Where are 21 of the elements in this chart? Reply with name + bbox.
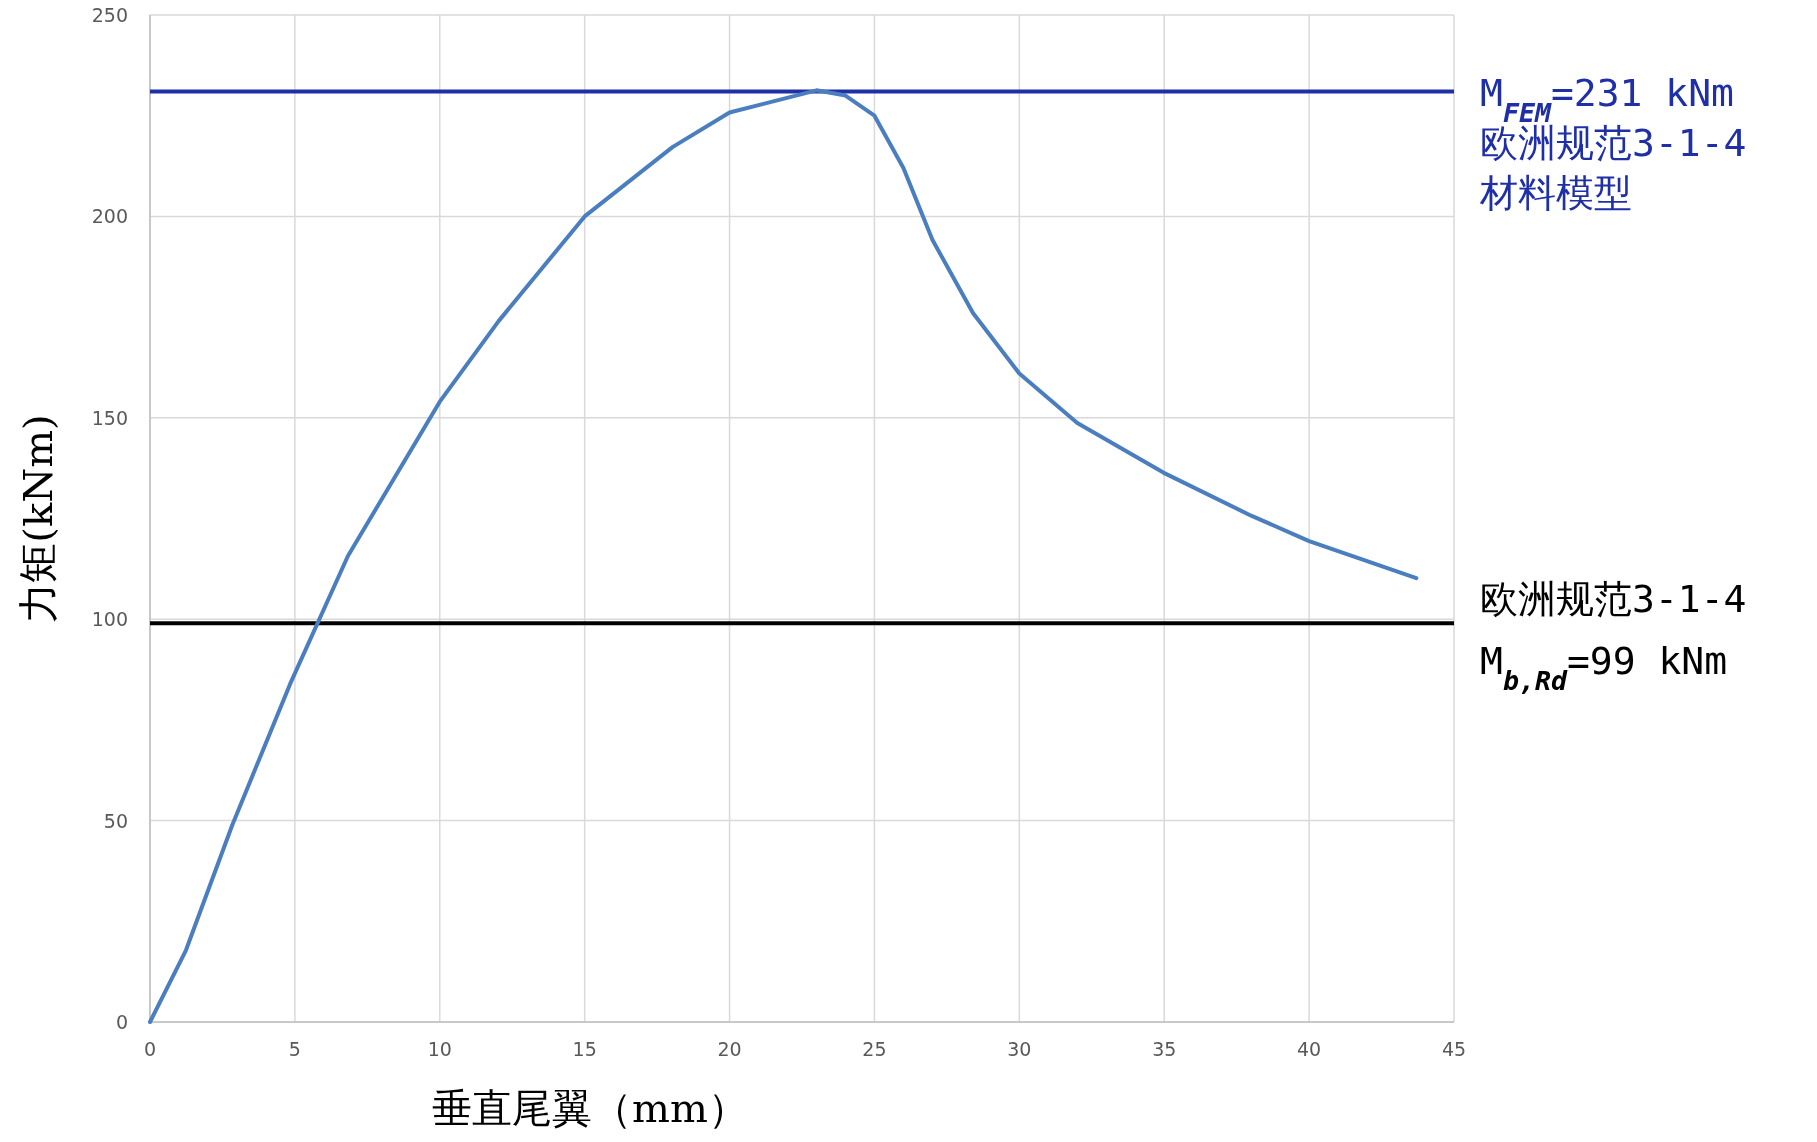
x-tick-label: 15	[572, 1038, 597, 1060]
ref-line-label: M$_{FEM}$=231 kNm 欧洲规范3-1-4 材料模型	[1479, 70, 1747, 215]
ref-line-label: 欧洲规范3-1-4 M$_{b,Rd}$=99 kNm	[1480, 577, 1747, 696]
x-tick-label: 10	[427, 1038, 452, 1060]
y-axis-title: 力矩(kNm)	[15, 414, 61, 623]
x-tick-label: 5	[288, 1038, 301, 1060]
x-tick-label: 30	[1007, 1038, 1032, 1060]
x-tick-label: 25	[862, 1038, 887, 1060]
y-tick-label: 250	[91, 4, 128, 26]
x-tick-label: 35	[1152, 1038, 1177, 1060]
y-tick-label: 150	[91, 406, 128, 429]
x-tick-label: 20	[717, 1038, 742, 1060]
x-tick-label: 40	[1297, 1038, 1322, 1060]
y-tick-label: 50	[103, 809, 128, 832]
x-tick-label: 45	[1441, 1038, 1467, 1060]
line-series	[148, 88, 1419, 1024]
y-tick-label: 0	[115, 1011, 128, 1033]
x-axis-title: 垂直尾翼（mm）	[432, 1085, 748, 1131]
x-tick-label: 0	[143, 1038, 157, 1060]
y-tick-label: 100	[91, 608, 128, 631]
y-tick-label: 200	[91, 205, 128, 228]
